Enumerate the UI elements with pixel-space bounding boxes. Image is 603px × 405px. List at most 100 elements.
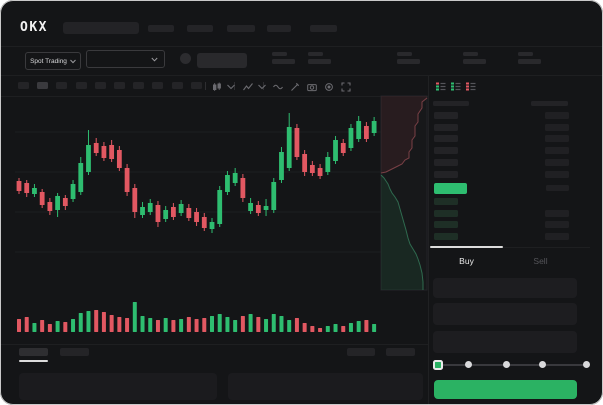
nav-item[interactable]: [267, 25, 291, 32]
book-both-icon[interactable]: [435, 81, 447, 93]
pair-avatar: [180, 53, 191, 64]
ask-row-amount: [545, 112, 569, 119]
chevron-down-icon[interactable]: [256, 81, 267, 92]
tab-buy[interactable]: Buy: [459, 256, 474, 266]
slider-stop[interactable]: [582, 361, 590, 368]
slider-track[interactable]: [438, 363, 586, 366]
orders-table-placeholder: [19, 373, 217, 400]
stat-label-placeholder: [308, 52, 323, 56]
bid-row-price[interactable]: [434, 221, 458, 228]
timeframe-button[interactable]: [37, 82, 49, 89]
bottom-action-placeholder[interactable]: [386, 348, 415, 356]
market-type-label: Spot Trading: [30, 57, 67, 65]
divider: [430, 247, 590, 248]
timeframe-button[interactable]: [133, 82, 145, 89]
orderbook-header-amount: [531, 101, 568, 106]
chevron-down-icon: [70, 59, 76, 64]
gear-icon[interactable]: [323, 81, 334, 92]
stat-value-placeholder: [272, 59, 295, 64]
buy-submit-button[interactable]: [434, 380, 577, 399]
bid-row-price[interactable]: [434, 198, 458, 205]
timeframe-button[interactable]: [152, 82, 164, 89]
timeframe-button[interactable]: [75, 82, 87, 89]
chevron-down-icon[interactable]: [225, 81, 236, 92]
timeframe-button[interactable]: [114, 82, 125, 89]
bottom-tab-underline: [19, 360, 48, 362]
bid-row-price[interactable]: [434, 232, 458, 240]
bid-row-amount: [545, 221, 569, 228]
divider: [0, 96, 428, 97]
last-price-amount: [546, 185, 569, 191]
stat-value-placeholder: [308, 59, 331, 64]
ask-row-amount: [545, 158, 569, 166]
stat-value-placeholder: [518, 59, 541, 64]
divider: [0, 344, 428, 345]
nav-item[interactable]: [310, 25, 337, 32]
price-input[interactable]: [433, 278, 577, 298]
slider-stop[interactable]: [502, 361, 510, 368]
search-input[interactable]: [63, 22, 139, 34]
ask-row-price[interactable]: [434, 112, 458, 119]
panel-divider: [428, 76, 429, 405]
ask-row-price[interactable]: [434, 147, 458, 155]
pair-selector-dropdown[interactable]: [86, 50, 165, 68]
expand-icon[interactable]: [340, 81, 351, 92]
bottom-action-placeholder[interactable]: [347, 348, 375, 356]
pencil-icon[interactable]: [289, 81, 300, 92]
timeframe-button[interactable]: [56, 82, 68, 89]
last-price-badge: [434, 183, 467, 194]
slider-handle[interactable]: [433, 359, 443, 370]
timeframe-button[interactable]: [18, 82, 29, 89]
book-asks-icon[interactable]: [465, 81, 477, 93]
stat-label-placeholder: [397, 52, 412, 56]
divider: [0, 46, 603, 47]
stat-label-placeholder: [518, 52, 533, 56]
timeframe-button[interactable]: [171, 82, 183, 89]
candles-icon[interactable]: [211, 81, 222, 92]
depth-overlay: [380, 95, 428, 291]
nav-item[interactable]: [227, 25, 255, 32]
bid-row-price[interactable]: [434, 209, 458, 217]
bid-row-amount: [545, 232, 569, 240]
stat-value-placeholder: [397, 59, 420, 64]
active-tab-indicator: [430, 246, 503, 248]
ask-row-amount: [545, 170, 569, 178]
stat-label-placeholder: [463, 52, 478, 56]
ask-row-amount: [545, 123, 569, 131]
bid-row-amount: [545, 209, 569, 217]
nav-item[interactable]: [187, 25, 213, 32]
timeframe-button[interactable]: [94, 82, 106, 89]
ask-row-price[interactable]: [434, 135, 458, 143]
toolbar-separator: [205, 82, 206, 90]
bottom-tab-active[interactable]: [19, 348, 48, 356]
book-bids-icon[interactable]: [450, 81, 462, 93]
wave-icon[interactable]: [272, 81, 283, 92]
okx-logo: OKX: [20, 20, 48, 35]
market-type-dropdown[interactable]: Spot Trading: [25, 52, 81, 70]
nav-item[interactable]: [148, 25, 174, 32]
total-input[interactable]: [433, 331, 577, 353]
history-table-placeholder: [228, 373, 423, 400]
pair-name-placeholder[interactable]: [197, 53, 247, 68]
timeframe-button[interactable]: [190, 82, 202, 89]
indicator-icon[interactable]: [242, 81, 253, 92]
ask-row-price[interactable]: [434, 170, 458, 178]
ask-row-amount: [545, 147, 569, 155]
toolbar-separator: [234, 82, 235, 90]
chevron-down-icon: [151, 57, 158, 62]
slider-stop[interactable]: [538, 361, 546, 368]
stat-label-placeholder: [272, 52, 287, 56]
ask-row-price[interactable]: [434, 158, 458, 166]
divider: [0, 75, 603, 76]
bottom-tab[interactable]: [60, 348, 89, 356]
slider-stop[interactable]: [464, 361, 472, 368]
amount-input[interactable]: [433, 303, 577, 325]
stat-value-placeholder: [463, 59, 486, 64]
camera-icon[interactable]: [306, 81, 317, 92]
orderbook-header-price: [433, 101, 469, 106]
ask-row-price[interactable]: [434, 123, 458, 131]
tab-sell[interactable]: Sell: [533, 256, 548, 266]
